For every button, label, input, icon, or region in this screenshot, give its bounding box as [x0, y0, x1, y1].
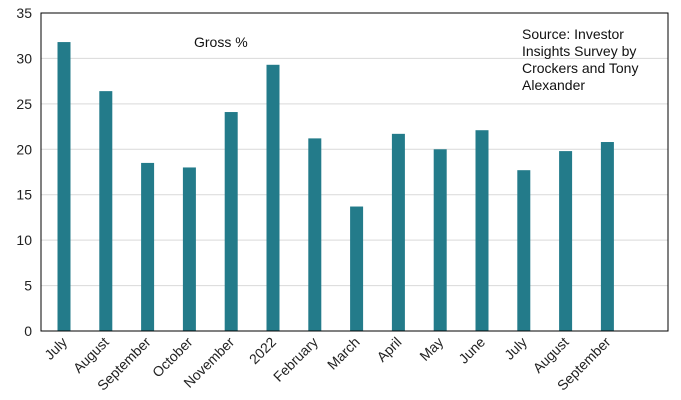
plot-area-frame	[40, 12, 669, 332]
bar	[600, 142, 614, 331]
series-label: Gross %	[194, 34, 248, 50]
x-tick-label: July	[501, 334, 530, 363]
y-tick-label: 30	[16, 50, 32, 66]
bar	[517, 170, 531, 331]
x-tick-label: March	[324, 334, 363, 373]
bar	[350, 206, 364, 331]
bar	[266, 64, 280, 331]
x-tick-label: July	[41, 334, 70, 363]
x-tick-label: February	[270, 334, 321, 385]
bar	[182, 167, 196, 331]
bar	[433, 149, 447, 331]
y-tick-label: 0	[24, 323, 32, 339]
y-tick-label: 15	[16, 187, 32, 203]
y-axis-tick-labels: 0 5 10 15 20 25 30 35	[16, 5, 32, 339]
x-tick-label: April	[373, 334, 404, 365]
bar	[57, 42, 71, 332]
y-tick-label: 25	[16, 96, 32, 112]
source-annotation-line: Alexander	[522, 77, 585, 93]
y-tick-label: 35	[16, 5, 32, 21]
source-annotation-line: Source: Investor	[522, 26, 624, 42]
bar	[559, 151, 573, 331]
bar	[475, 130, 489, 331]
source-annotation-line: Insights Survey by	[522, 43, 636, 59]
y-tick-label: 10	[16, 232, 32, 248]
x-tick-label: May	[416, 334, 446, 364]
y-tick-label: 20	[16, 141, 32, 157]
y-tick-label: 5	[24, 278, 32, 294]
bars	[57, 42, 614, 332]
bar	[391, 133, 405, 331]
bar	[141, 162, 155, 331]
bar	[308, 138, 322, 331]
x-tick-label: 2022	[246, 334, 279, 367]
source-annotation-line: Crockers and Tony	[522, 60, 638, 76]
x-tick-label: June	[455, 334, 488, 367]
bar	[99, 91, 113, 331]
bar	[224, 112, 238, 331]
